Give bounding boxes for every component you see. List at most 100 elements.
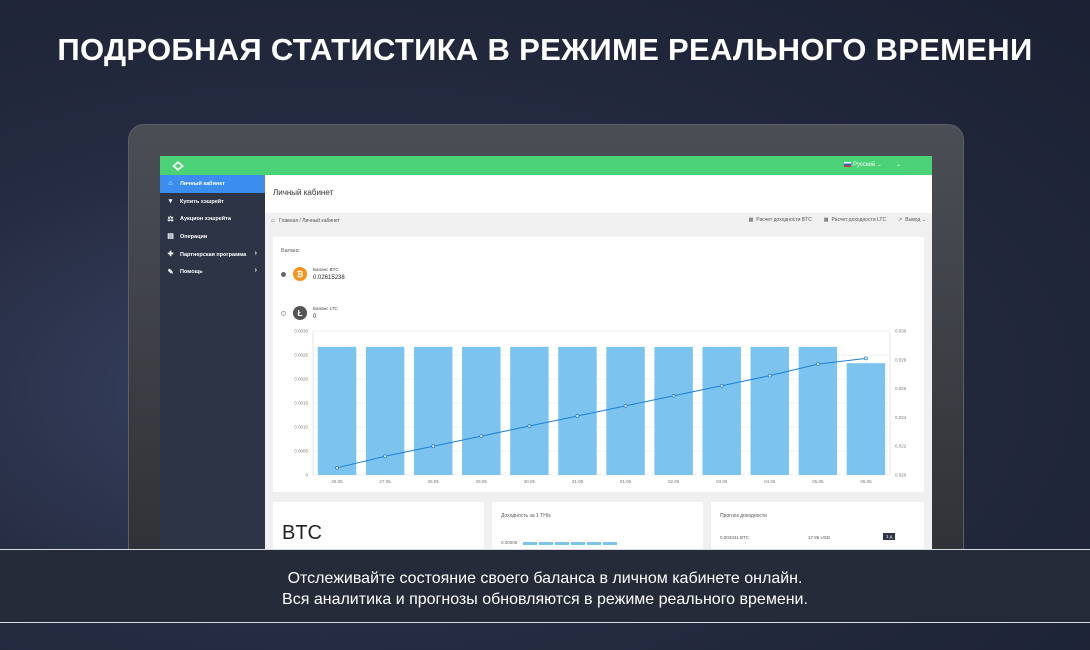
chevron-right-icon: › — [254, 267, 257, 275]
chart-bar — [750, 346, 790, 475]
page-actions: ▦ Расчет доходности BTC ▦ Расчет доходност… — [749, 217, 926, 223]
calculator-icon: ▦ — [823, 217, 829, 223]
chart-bar — [846, 363, 886, 475]
calculator-icon: ▦ — [748, 217, 754, 223]
x-tick-label: 30.05 — [524, 479, 536, 484]
sidebar: ⌂ Личный кабинет ▾ Купить хэшрейт ⚖ Аукцион х… — [160, 175, 265, 556]
chart-bar — [606, 346, 645, 475]
btc-balance-value: 0.02615238 — [313, 275, 345, 281]
sidebar-item-label: Партнерская программа — [180, 251, 247, 258]
gavel-icon: ⚖ — [167, 215, 174, 223]
breadcrumb-separator: / — [299, 218, 301, 224]
sidebar-item-1[interactable]: ▾ Купить хэшрейт — [160, 193, 265, 211]
caption-line-2: Вся аналитика и прогнозы обновляются в р… — [282, 591, 808, 608]
bitcoin-icon: ₿ — [293, 267, 307, 281]
chart-point — [527, 424, 532, 428]
home-icon: ⌂ — [168, 180, 173, 188]
breadcrumb-current: Личный кабинет — [302, 218, 340, 224]
ltc-yield-calc-label: Расчет доходности LTC — [831, 217, 887, 223]
ltc-yield-calc-button[interactable]: ▦ Расчет доходности LTC — [824, 217, 886, 223]
yield-bar — [523, 542, 537, 545]
forecast-period-badge[interactable]: 1 д — [883, 533, 896, 540]
chart-bar — [413, 346, 453, 475]
cart-icon: ▾ — [168, 198, 173, 206]
sidebar-item-0[interactable]: ⌂ Личный кабинет — [160, 175, 265, 193]
x-tick-label: 29.05 — [476, 479, 488, 484]
sidebar-item-3[interactable]: ▤ Операции — [160, 228, 265, 246]
chart-point — [815, 362, 820, 367]
y-right-tick-label: 0.028 — [895, 357, 907, 362]
user-menu[interactable]: ⌄ — [896, 161, 901, 168]
chart-point — [864, 356, 868, 361]
btc-radio[interactable] — [281, 271, 286, 277]
language-label: Русский — [853, 162, 876, 168]
promo-headline: ПОДРОБНАЯ СТАТИСТИКА В РЕЖИМЕ РЕАЛЬНОГО … — [57, 32, 1033, 67]
pencil-icon: ✎ — [167, 268, 174, 276]
yield-value: 0.00006 — [501, 540, 518, 545]
chevron-down-icon: ⌄ — [876, 162, 882, 168]
forecast-usd: 17.86 USD — [808, 535, 831, 540]
ltc-radio[interactable] — [281, 310, 286, 316]
y-right-tick-label: 0.026 — [895, 386, 907, 391]
x-tick-label: 31.05 — [572, 479, 584, 484]
chart-bar — [510, 346, 549, 475]
yield-bar — [571, 542, 585, 545]
btc-card: BTC — [273, 502, 484, 556]
y-left-tick-label: 0.0005 — [294, 449, 308, 454]
chart-bar — [798, 346, 838, 475]
trend-icon: ↗ — [898, 217, 903, 223]
y-right-tick-label: 0.030 — [895, 329, 907, 334]
sidebar-item-5[interactable]: ✎ Помощь › — [160, 263, 265, 281]
ltc-balance-row[interactable]: Ł Баланс LTC 0 — [281, 306, 338, 320]
yield-bar — [587, 542, 601, 545]
chart-bar — [702, 346, 741, 475]
forecast-btc: 0.002341 BTC — [720, 535, 750, 540]
breadcrumb-home[interactable]: Главная — [279, 218, 299, 224]
chart-point — [431, 444, 436, 449]
balance-label: Баланс — [281, 248, 300, 254]
chevron-down-icon: ⌄ — [921, 217, 926, 223]
btc-balance-row[interactable]: ₿ Баланс BTC 0.02615238 — [281, 267, 345, 281]
yield-label: Доходность за 1 TH/s — [501, 513, 551, 519]
yield-bar — [539, 542, 553, 545]
forecast-label: Прогноз доходности — [720, 513, 767, 519]
ltc-balance-value: 0 — [313, 314, 317, 320]
caption-line-1: Отслеживайте состояние своего баланса в … — [287, 570, 803, 587]
chart-bar — [558, 346, 597, 475]
puzzle-icon: ✚ — [167, 251, 174, 259]
y-right-tick-label: 0.020 — [895, 473, 907, 478]
chart-point — [671, 393, 676, 398]
sidebar-item-label: Помощь — [180, 269, 203, 276]
chart-bar — [654, 346, 693, 475]
btc-yield-calc-button[interactable]: ▦ Расчет доходности BTC — [749, 217, 812, 223]
chart-bar — [317, 346, 357, 475]
home-icon[interactable]: ⌂ — [271, 218, 275, 224]
litecoin-icon: Ł — [293, 306, 307, 320]
main-content: Личный кабинет ⌂ Главная / Личный кабине… — [265, 175, 932, 556]
x-tick-label: 04.06 — [764, 479, 776, 484]
btc-card-title: BTC — [282, 522, 322, 544]
sidebar-item-label: Операции — [180, 233, 208, 240]
y-left-tick-label: 0 — [305, 473, 308, 478]
chevron-down-icon: ⌄ — [896, 162, 902, 168]
y-left-tick-label: 0.0020 — [294, 377, 308, 382]
balance-chart: 0 0.0005 0.0010 0.0015 0.0020 0.0025 0.0030 0.0… — [294, 329, 907, 485]
receipt-icon: ▤ — [167, 233, 174, 241]
sidebar-item-2[interactable]: ⚖ Аукцион хэшрейта — [160, 210, 265, 228]
x-tick-label: 05.06 — [812, 479, 824, 484]
sidebar-item-label: Купить хэшрейт — [180, 198, 224, 205]
chart-point — [767, 373, 772, 378]
chart-point — [479, 434, 484, 439]
flag-icon — [844, 161, 851, 167]
btc-yield-calc-label: Расчет доходности BTC — [756, 217, 812, 223]
y-left-tick-label: 0.0030 — [294, 329, 308, 334]
sidebar-item-label: Аукцион хэшрейта — [180, 216, 231, 223]
logo-icon[interactable] — [172, 161, 184, 171]
withdraw-label: Вывод — [905, 217, 921, 223]
chevron-right-icon: › — [254, 249, 257, 257]
x-tick-label: 28.05 — [428, 479, 440, 484]
sidebar-item-4[interactable]: ✚ Партнерская программа › — [160, 246, 265, 264]
language-select[interactable]: Русский ⌄ — [844, 161, 882, 168]
top-bar: Русский ⌄ ⌄ — [160, 156, 932, 175]
withdraw-button[interactable]: ↗ Вывод ⌄ — [898, 217, 926, 223]
